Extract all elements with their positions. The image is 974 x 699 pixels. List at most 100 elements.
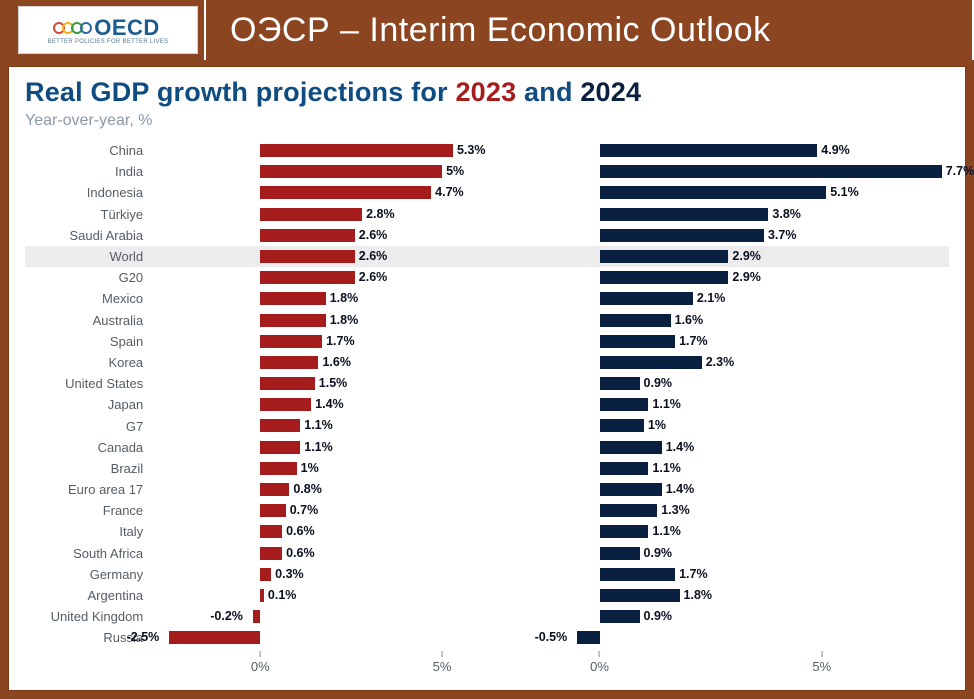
panel-2024: 1.7% xyxy=(555,564,949,585)
chart-row: Indonesia4.7%5.1% xyxy=(25,182,949,203)
panel-2024: 0.9% xyxy=(555,543,949,564)
chart-row: Argentina0.1%1.8% xyxy=(25,585,949,606)
value-label-2024: 1.4% xyxy=(666,482,695,496)
x-axis: 0%5% 0%5% xyxy=(25,651,949,675)
value-label-2023: 0.1% xyxy=(268,588,297,602)
chart-row: Spain1.7%1.7% xyxy=(25,331,949,352)
bar-2023 xyxy=(253,610,260,623)
bar-2024 xyxy=(600,208,769,221)
category-label: Japan xyxy=(25,397,151,412)
chart-row: Türkiye2.8% 3.8% xyxy=(25,204,949,225)
value-label-2023: 1.8% xyxy=(330,313,359,327)
value-label-2024: 0.9% xyxy=(644,609,673,623)
panel-2024: 2.1% xyxy=(555,288,949,309)
value-label-2023: 2.6% xyxy=(359,270,388,284)
panel-2023: 0.8% xyxy=(151,479,545,500)
bar-2024 xyxy=(600,504,658,517)
logo-text: OECD xyxy=(94,15,160,41)
panel-2024: 1% xyxy=(555,415,949,436)
panel-2023: 1.5% xyxy=(151,373,545,394)
bar-2024 xyxy=(600,292,693,305)
value-label-2024: 2.3% xyxy=(706,355,735,369)
panel-2023: 1.8% xyxy=(151,288,545,309)
bar-2024 xyxy=(600,314,671,327)
chart-row: United Kingdom-0.2%0.9% xyxy=(25,606,949,627)
value-label-2024: 7.7% xyxy=(946,164,974,178)
chart-title-year2: 2024 xyxy=(580,77,641,107)
bar-2024 xyxy=(600,547,640,560)
bar-2024 xyxy=(600,483,662,496)
panel-2023: 2.8% xyxy=(151,204,545,225)
panel-2024: 3.8% xyxy=(555,204,949,225)
bar-2024 xyxy=(600,356,702,369)
x-axis-2024: 0%5% xyxy=(555,651,949,675)
panel-2023: 0.7% xyxy=(151,500,545,521)
x-tick: 0% xyxy=(590,651,609,674)
bar-2024 xyxy=(600,419,644,432)
category-label: United States xyxy=(25,376,151,391)
value-label-2023: 0.8% xyxy=(293,482,322,496)
chart-row: Euro area 170.8%1.4% xyxy=(25,479,949,500)
bar-2024 xyxy=(600,186,827,199)
value-label-2023: 1.8% xyxy=(330,291,359,305)
value-label-2024: 0.9% xyxy=(644,546,673,560)
value-label-2023: 5.3% xyxy=(457,143,486,157)
panel-2023: 5.3% xyxy=(151,140,545,161)
chart-container: Real GDP growth projections for 2023 and… xyxy=(8,66,966,691)
panel-2024: 1.7% xyxy=(555,331,949,352)
page-title-wrap: ОЭСР – Interim Economic Outlook xyxy=(204,0,974,60)
panel-2024: 1.4% xyxy=(555,437,949,458)
bar-2023 xyxy=(260,398,311,411)
category-label: Germany xyxy=(25,567,151,582)
bar-2023 xyxy=(260,250,355,263)
panel-2024: 1.1% xyxy=(555,521,949,542)
value-label-2023: 0.7% xyxy=(290,503,319,517)
panel-2024: 1.6% xyxy=(555,310,949,331)
bar-2023 xyxy=(169,631,260,644)
value-label-2024: 2.9% xyxy=(732,270,761,284)
bar-2024 xyxy=(600,462,649,475)
panel-2023: 1.7% xyxy=(151,331,545,352)
category-label: G20 xyxy=(25,270,151,285)
x-axis-2023: 0%5% xyxy=(151,651,545,675)
chart-row: France0.7%1.3% xyxy=(25,500,949,521)
bar-2023 xyxy=(260,419,300,432)
panel-2023: 2.6% xyxy=(151,225,545,246)
value-label-2024: 1.8% xyxy=(684,588,713,602)
oecd-rings-icon xyxy=(56,22,92,34)
value-label-2023: -0.2% xyxy=(210,609,243,623)
bar-2023 xyxy=(260,144,453,157)
page-title: ОЭСР – Interim Economic Outlook xyxy=(230,11,771,50)
oecd-logo: OECD BETTER POLICIES FOR BETTER LIVES xyxy=(18,6,198,54)
chart-title-prefix: Real GDP growth projections for xyxy=(25,77,455,107)
bar-2024 xyxy=(600,398,649,411)
value-label-2024: 1% xyxy=(648,418,666,432)
bar-2024 xyxy=(600,144,818,157)
chart-row: Mexico1.8%2.1% xyxy=(25,288,949,309)
panel-2024: 1.1% xyxy=(555,394,949,415)
category-label: Spain xyxy=(25,334,151,349)
bar-2023 xyxy=(260,314,325,327)
chart-row: G71.1%1% xyxy=(25,415,949,436)
chart-row: Italy0.6%1.1% xyxy=(25,521,949,542)
bar-2024 xyxy=(600,568,676,581)
panel-2023: 1.4% xyxy=(151,394,545,415)
category-label: France xyxy=(25,503,151,518)
value-label-2024: 1.7% xyxy=(679,334,708,348)
panel-2023: -2.5% xyxy=(151,627,545,648)
chart-plot: China5.3%4.9%India5%7.7%Indonesia4.7%5.1… xyxy=(25,140,949,680)
panel-2023: 1.8% xyxy=(151,310,545,331)
panel-2024: 4.9% xyxy=(555,140,949,161)
bar-2023 xyxy=(260,356,318,369)
bar-2024 xyxy=(600,335,676,348)
logo-tagline: BETTER POLICIES FOR BETTER LIVES xyxy=(48,39,169,45)
bar-2023 xyxy=(260,525,282,538)
category-label: Türkiye xyxy=(25,207,151,222)
bar-2023 xyxy=(260,483,289,496)
value-label-2023: 2.6% xyxy=(359,228,388,242)
panel-2024: 0.9% xyxy=(555,373,949,394)
bar-2023 xyxy=(260,568,271,581)
category-label: Canada xyxy=(25,440,151,455)
chart-row: China5.3%4.9% xyxy=(25,140,949,161)
chart-row: United States1.5% 0.9% xyxy=(25,373,949,394)
